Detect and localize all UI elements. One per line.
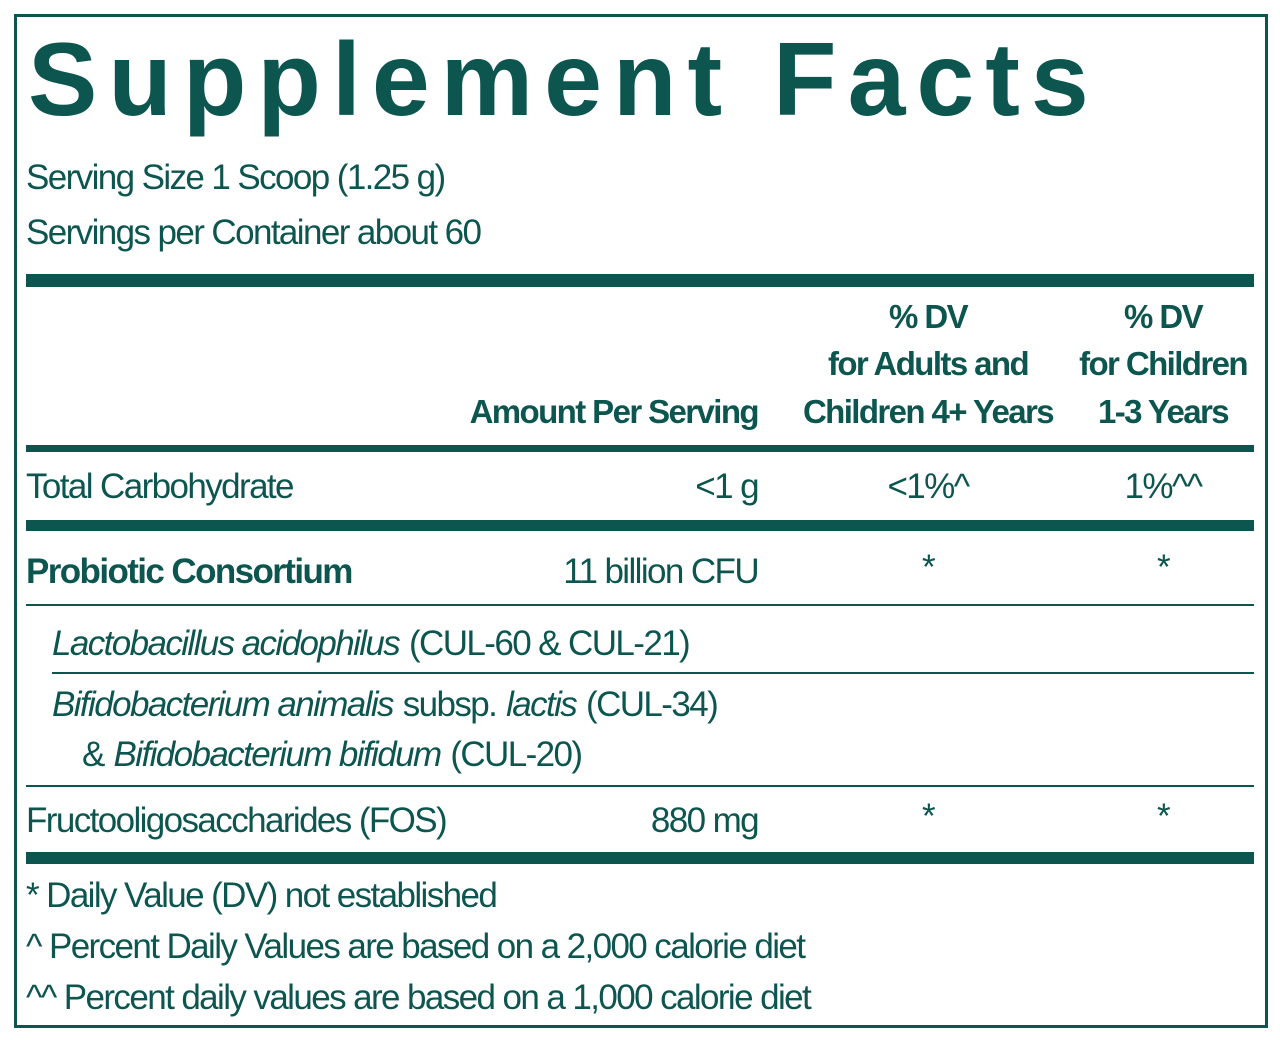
dv-children-header-line: for Children <box>1079 345 1248 382</box>
rule <box>26 520 1254 531</box>
rule <box>26 274 1254 287</box>
dv-adults-header-line: % DV <box>889 298 969 335</box>
serving-size: Serving Size 1 Scoop (1.25 g) <box>26 158 446 197</box>
ingredient-part: subsp. <box>402 685 498 724</box>
title: Supplement Facts <box>28 22 1100 138</box>
dv-children: 1%^^ <box>1124 467 1203 506</box>
ingredient-line: & Bifidobacterium bifidum (CUL-20) <box>82 735 583 774</box>
ingredient-part: Bifidobacterium bifidum <box>113 735 443 774</box>
ingredient-part: (CUL-34) <box>586 685 719 724</box>
dv-adults: * <box>921 797 936 836</box>
rule <box>26 852 1254 864</box>
ingredient-line: Bifidobacterium animalis subsp. lactis (CUL… <box>52 685 719 724</box>
nutrient-name: Total Carbohydrate <box>26 467 295 506</box>
dv-adults: * <box>921 548 936 587</box>
dv-children-header-line: 1-3 Years <box>1098 393 1230 430</box>
frame <box>14 14 1268 1028</box>
dv-children-header-line: % DV <box>1124 298 1204 335</box>
nutrient-name: Probiotic Consortium <box>26 552 353 591</box>
dv-adults-header-line: for Adults and <box>827 345 1030 382</box>
servings-per-container: Servings per Container about 60 <box>26 213 482 252</box>
nutrient-name: Fructooligosaccharides (FOS) <box>26 801 448 840</box>
ingredient-part: & <box>82 735 105 774</box>
footnote: * Daily Value (DV) not established <box>26 876 498 915</box>
amount: 880 mg <box>650 801 760 840</box>
rule <box>26 445 1254 452</box>
amount: 11 billion CFU <box>563 552 759 591</box>
ingredient-part: Lactobacillus acidophilus <box>52 624 401 663</box>
dv-children: * <box>1156 797 1171 836</box>
amount: <1 g <box>695 467 759 506</box>
dv-adults: <1%^ <box>887 467 970 506</box>
rule <box>26 785 1254 787</box>
rule <box>52 672 1254 674</box>
rule <box>26 604 1254 606</box>
footnote: ^^ Percent daily values are based on a 1… <box>26 978 812 1017</box>
ingredient-part: lactis <box>506 685 578 724</box>
ingredient-line: Lactobacillus acidophilus (CUL-60 & CUL-2… <box>52 624 691 663</box>
footnote: ^ Percent Daily Values are based on a 2,… <box>26 927 806 966</box>
dv-children: * <box>1156 548 1171 587</box>
amount-header: Amount Per Serving <box>469 393 760 430</box>
dv-adults-header-line: Children 4+ Years <box>802 393 1055 430</box>
ingredient-part: (CUL-60 & CUL-21) <box>409 624 691 663</box>
ingredient-part: Bifidobacterium animalis <box>52 685 395 724</box>
ingredient-part: (CUL-20) <box>450 735 583 774</box>
